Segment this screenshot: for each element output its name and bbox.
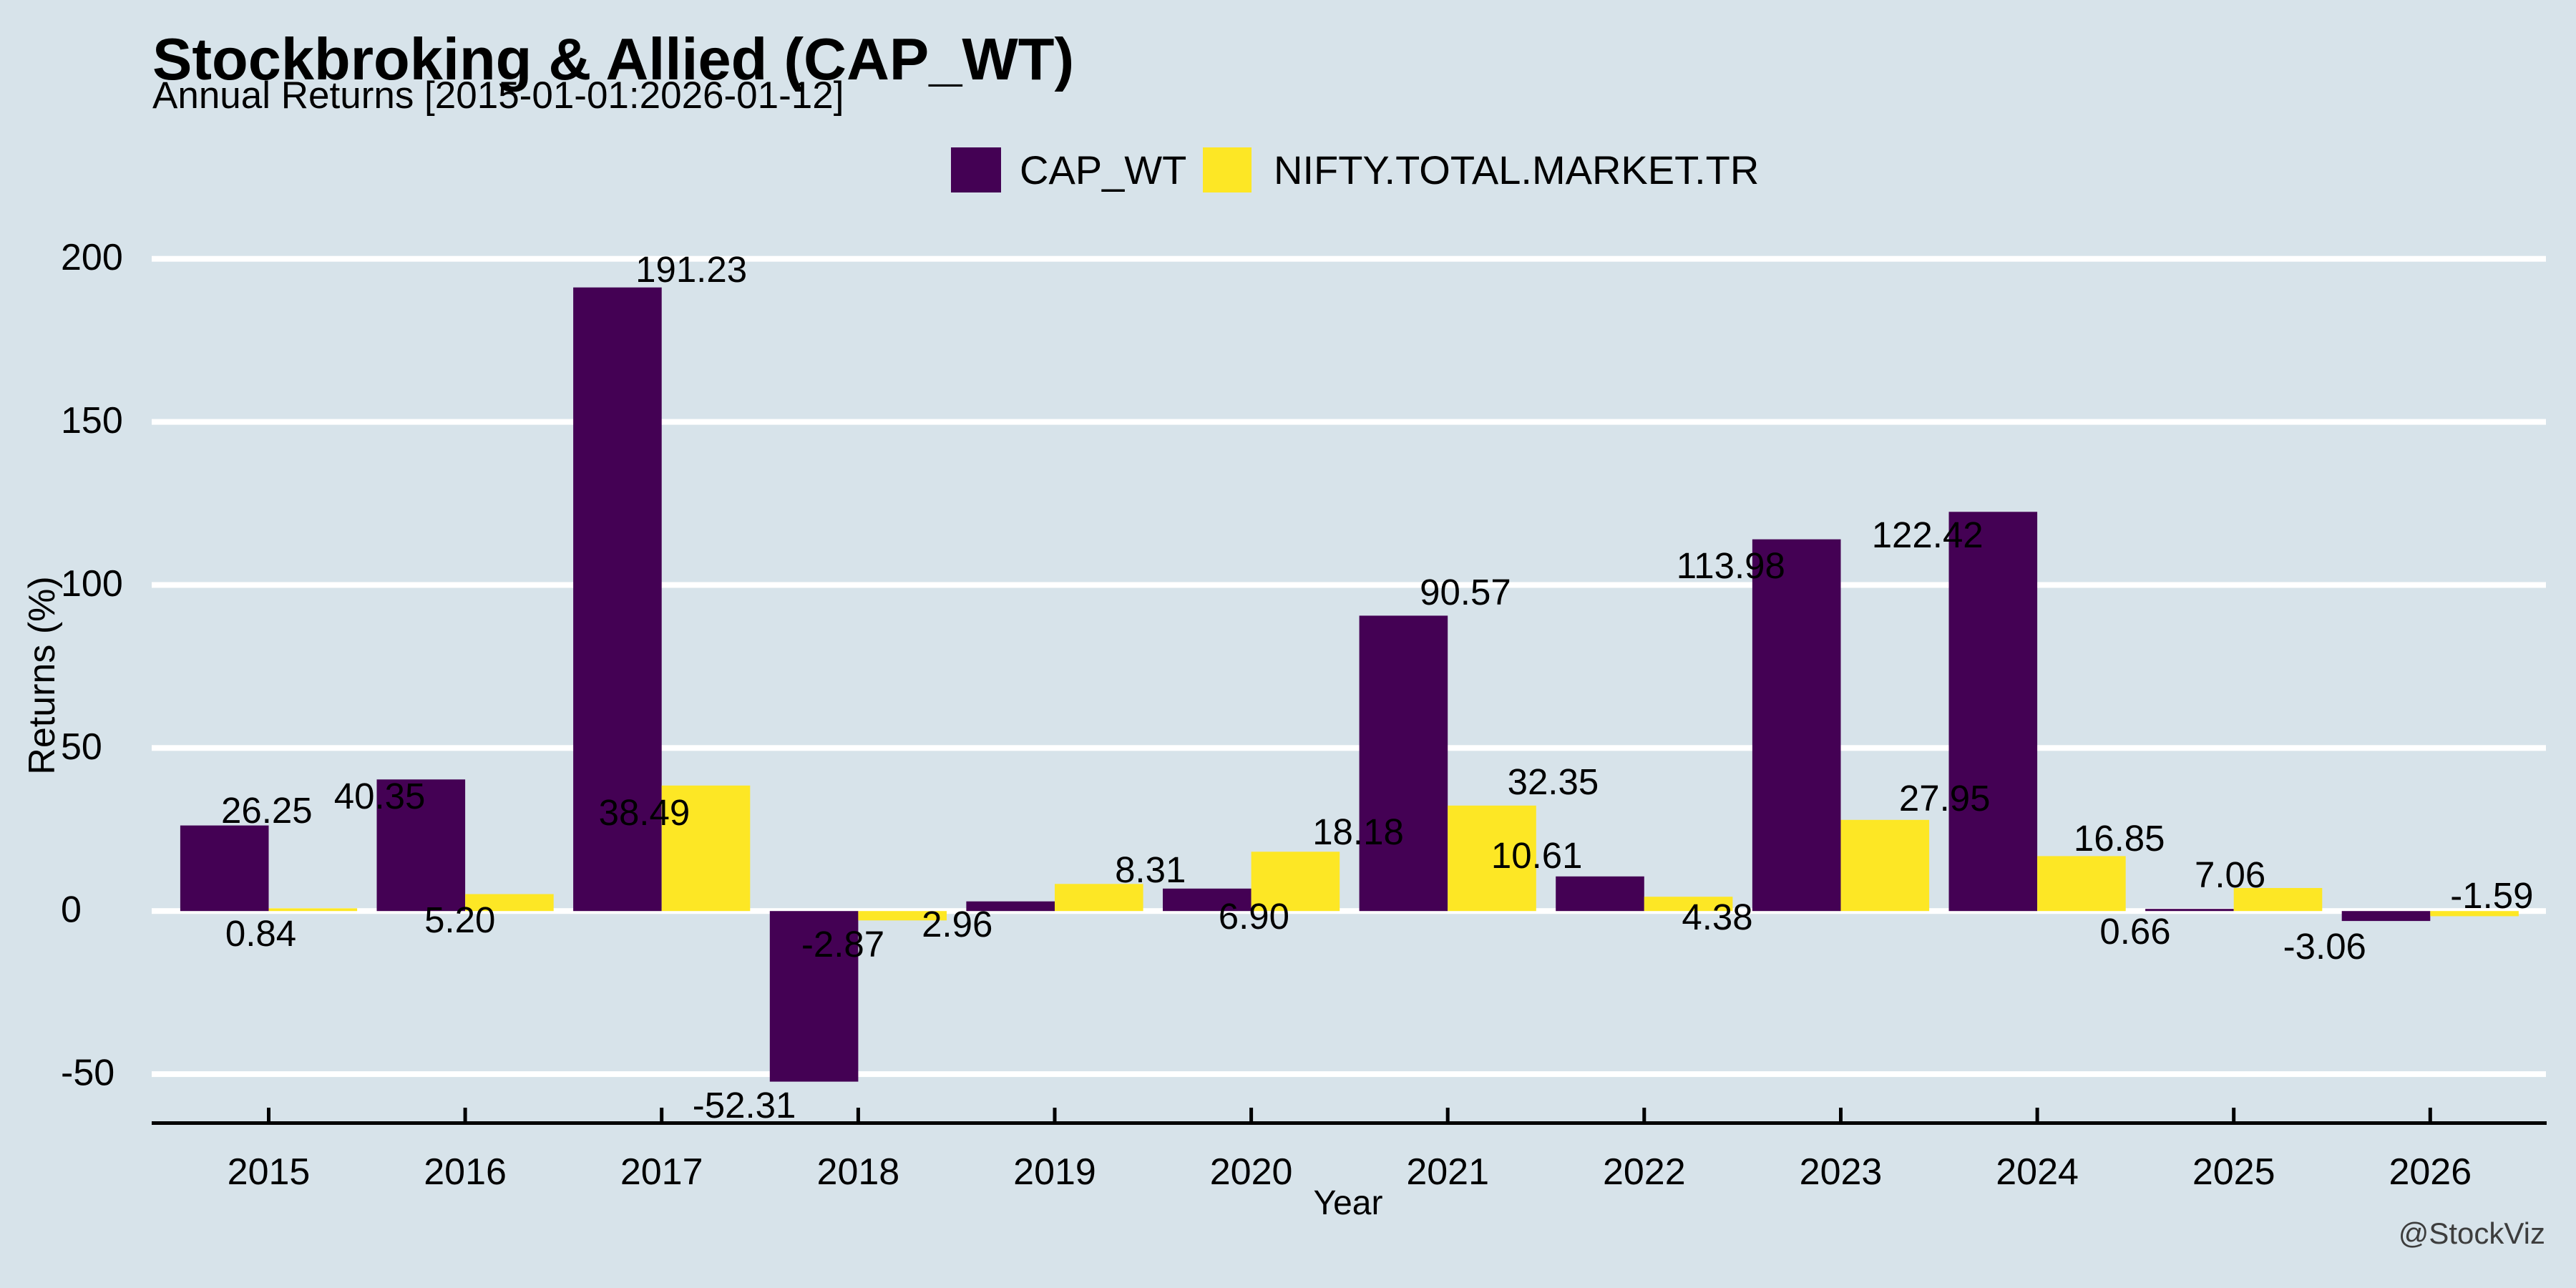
svg-text:40.35: 40.35 xyxy=(334,776,426,816)
svg-text:-50: -50 xyxy=(61,1053,114,1094)
svg-text:8.31: 8.31 xyxy=(1115,849,1186,890)
svg-text:2022: 2022 xyxy=(1603,1151,1686,1193)
svg-text:50: 50 xyxy=(61,726,102,768)
svg-text:191.23: 191.23 xyxy=(635,249,747,290)
svg-text:Annual Returns [2015-01-01:202: Annual Returns [2015-01-01:2026-01-12] xyxy=(152,74,844,117)
svg-text:-3.06: -3.06 xyxy=(2283,926,2366,967)
svg-text:4.38: 4.38 xyxy=(1682,897,1752,937)
svg-text:100: 100 xyxy=(61,563,123,605)
svg-text:Returns (%): Returns (%) xyxy=(21,576,63,774)
svg-text:2017: 2017 xyxy=(620,1151,703,1193)
svg-text:90.57: 90.57 xyxy=(1420,572,1511,613)
svg-text:CAP_WT: CAP_WT xyxy=(1020,147,1186,192)
svg-text:Year: Year xyxy=(1314,1184,1383,1222)
svg-text:32.35: 32.35 xyxy=(1508,761,1599,802)
svg-text:16.85: 16.85 xyxy=(2074,818,2165,859)
svg-text:150: 150 xyxy=(61,400,123,441)
svg-text:200: 200 xyxy=(61,237,123,278)
svg-text:-52.31: -52.31 xyxy=(693,1085,796,1126)
svg-text:2020: 2020 xyxy=(1210,1151,1293,1193)
svg-text:2025: 2025 xyxy=(2192,1151,2275,1193)
svg-text:5.20: 5.20 xyxy=(424,899,495,940)
svg-text:2021: 2021 xyxy=(1406,1151,1489,1193)
svg-text:7.06: 7.06 xyxy=(2195,854,2265,895)
svg-text:18.18: 18.18 xyxy=(1312,811,1404,852)
svg-text:2024: 2024 xyxy=(1996,1151,2079,1193)
svg-text:2026: 2026 xyxy=(2389,1151,2472,1193)
svg-text:2023: 2023 xyxy=(1800,1151,1883,1193)
svg-text:10.61: 10.61 xyxy=(1491,835,1583,876)
svg-text:26.25: 26.25 xyxy=(221,790,313,831)
svg-text:-1.59: -1.59 xyxy=(2450,875,2533,916)
svg-text:122.42: 122.42 xyxy=(1872,514,1984,555)
svg-text:2018: 2018 xyxy=(817,1151,900,1193)
svg-text:0.84: 0.84 xyxy=(225,913,296,954)
svg-text:2016: 2016 xyxy=(424,1151,507,1193)
svg-text:113.98: 113.98 xyxy=(1677,545,1785,586)
svg-text:2019: 2019 xyxy=(1013,1151,1096,1193)
svg-text:@StockViz: @StockViz xyxy=(2399,1216,2545,1250)
svg-text:6.90: 6.90 xyxy=(1219,896,1289,937)
svg-text:0.66: 0.66 xyxy=(2099,911,2170,952)
svg-text:38.49: 38.49 xyxy=(599,792,691,833)
svg-text:Stockbroking & Allied (CAP_WT): Stockbroking & Allied (CAP_WT) xyxy=(152,26,1074,92)
svg-text:NIFTY.TOTAL.MARKET.TR: NIFTY.TOTAL.MARKET.TR xyxy=(1274,147,1759,192)
svg-text:0: 0 xyxy=(61,889,82,931)
svg-text:27.95: 27.95 xyxy=(1899,778,1991,819)
svg-text:2015: 2015 xyxy=(228,1151,311,1193)
svg-text:2.96: 2.96 xyxy=(922,904,992,945)
svg-text:-2.87: -2.87 xyxy=(801,924,884,965)
